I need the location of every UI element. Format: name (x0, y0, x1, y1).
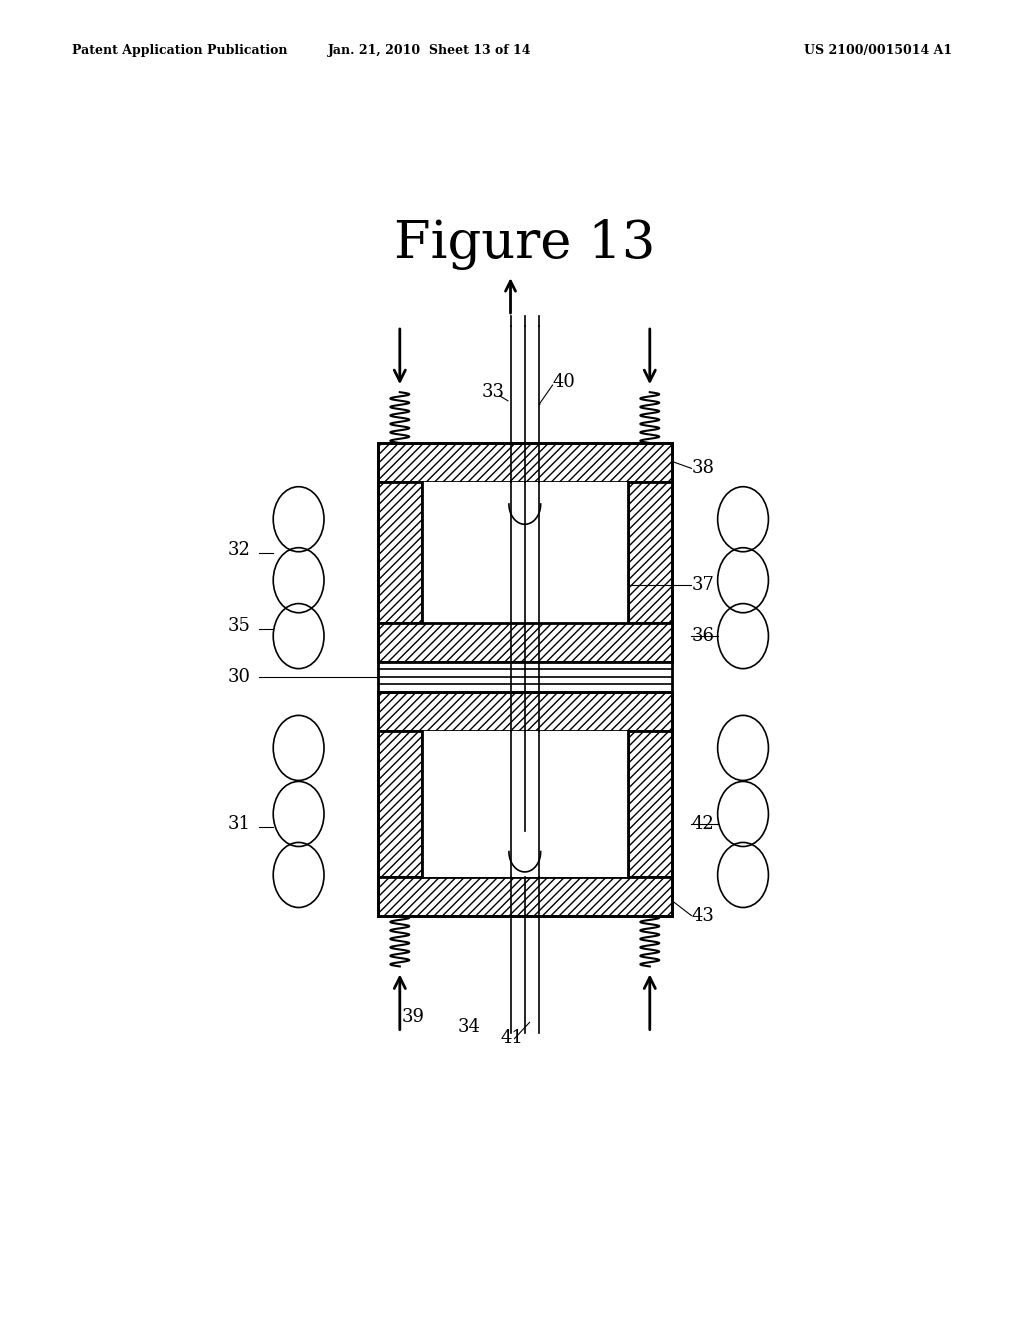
Text: 30: 30 (227, 668, 250, 686)
Text: 36: 36 (691, 627, 715, 645)
Text: Figure 13: Figure 13 (394, 219, 655, 271)
Bar (378, 876, 672, 916)
Text: 43: 43 (691, 907, 715, 924)
Bar (378, 661, 672, 692)
Bar (628, 482, 672, 623)
Text: 41: 41 (501, 1028, 524, 1047)
Text: 35: 35 (227, 616, 250, 635)
Bar (628, 731, 672, 876)
Text: 33: 33 (481, 383, 504, 401)
Bar (378, 623, 672, 661)
Text: 39: 39 (401, 1008, 425, 1026)
Text: Jan. 21, 2010  Sheet 13 of 14: Jan. 21, 2010 Sheet 13 of 14 (329, 44, 531, 57)
Text: 32: 32 (227, 541, 250, 558)
Text: US 2100/0015014 A1: US 2100/0015014 A1 (804, 44, 952, 57)
Bar (378, 731, 422, 876)
Text: 40: 40 (553, 374, 575, 391)
Text: Patent Application Publication: Patent Application Publication (72, 44, 287, 57)
Text: 31: 31 (227, 816, 250, 833)
Bar (422, 482, 628, 623)
Bar (378, 692, 672, 731)
Text: 34: 34 (458, 1019, 480, 1036)
Text: 38: 38 (691, 459, 715, 478)
Text: 42: 42 (691, 816, 714, 833)
Bar (422, 731, 628, 876)
Text: 37: 37 (691, 577, 715, 594)
Bar (378, 482, 422, 623)
Bar (378, 444, 672, 482)
